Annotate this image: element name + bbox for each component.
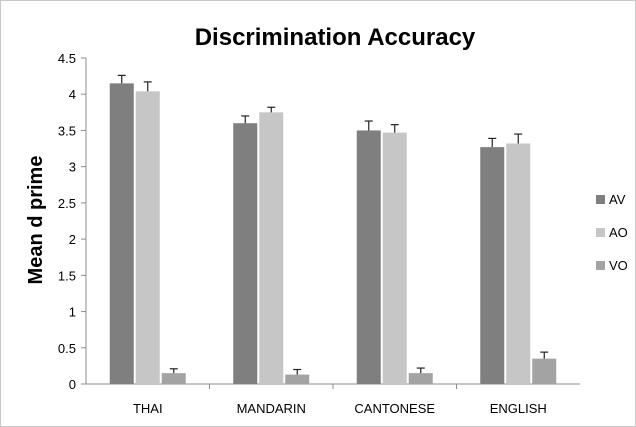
bars [109, 74, 557, 384]
legend: AV AO VO [596, 192, 628, 273]
y-tick-label: 1 [69, 305, 76, 320]
y-tick-label: 4.5 [58, 51, 76, 66]
y-tick-label: 3 [69, 160, 76, 175]
x-tick-label: THAI [133, 401, 163, 416]
legend-label-ao: AO [609, 225, 628, 240]
bar-ao [259, 112, 284, 384]
y-tick-label: 0.5 [58, 341, 76, 356]
y-tick-label: 1.5 [58, 268, 76, 283]
bar-av [233, 123, 258, 384]
legend-label-av: AV [609, 192, 626, 207]
bar-ao [382, 132, 407, 384]
y-tick-label: 3.5 [58, 123, 76, 138]
bar-vo [532, 358, 557, 384]
legend-swatch-av [596, 195, 605, 204]
bar-vo [161, 373, 186, 384]
legend-label-vo: VO [609, 258, 628, 273]
bar-vo [408, 373, 433, 384]
chart-title: Discrimination Accuracy [195, 24, 476, 51]
tick-labels: 0 0.5 1 1.5 2 2.5 3 3.5 4 4.5 THAI MANDARIN CANTONES… [58, 51, 547, 416]
bar-av [480, 147, 505, 384]
y-axis-label: Mean d prime [25, 156, 47, 285]
bar-av [356, 130, 381, 384]
bar-av [109, 83, 134, 384]
bar-ao [135, 91, 160, 384]
y-tick-label: 4 [69, 87, 76, 102]
y-tick-label: 0 [69, 377, 76, 392]
bar-ao [506, 143, 531, 384]
y-tick-label: 2 [69, 232, 76, 247]
bar-vo [285, 374, 310, 384]
legend-swatch-vo [596, 261, 605, 270]
y-tick-label: 2.5 [58, 196, 76, 211]
x-tick-label: ENGLISH [490, 401, 547, 416]
x-tick-label: MANDARIN [237, 401, 306, 416]
legend-swatch-ao [596, 228, 605, 237]
x-tick-label: CANTONESE [354, 401, 435, 416]
